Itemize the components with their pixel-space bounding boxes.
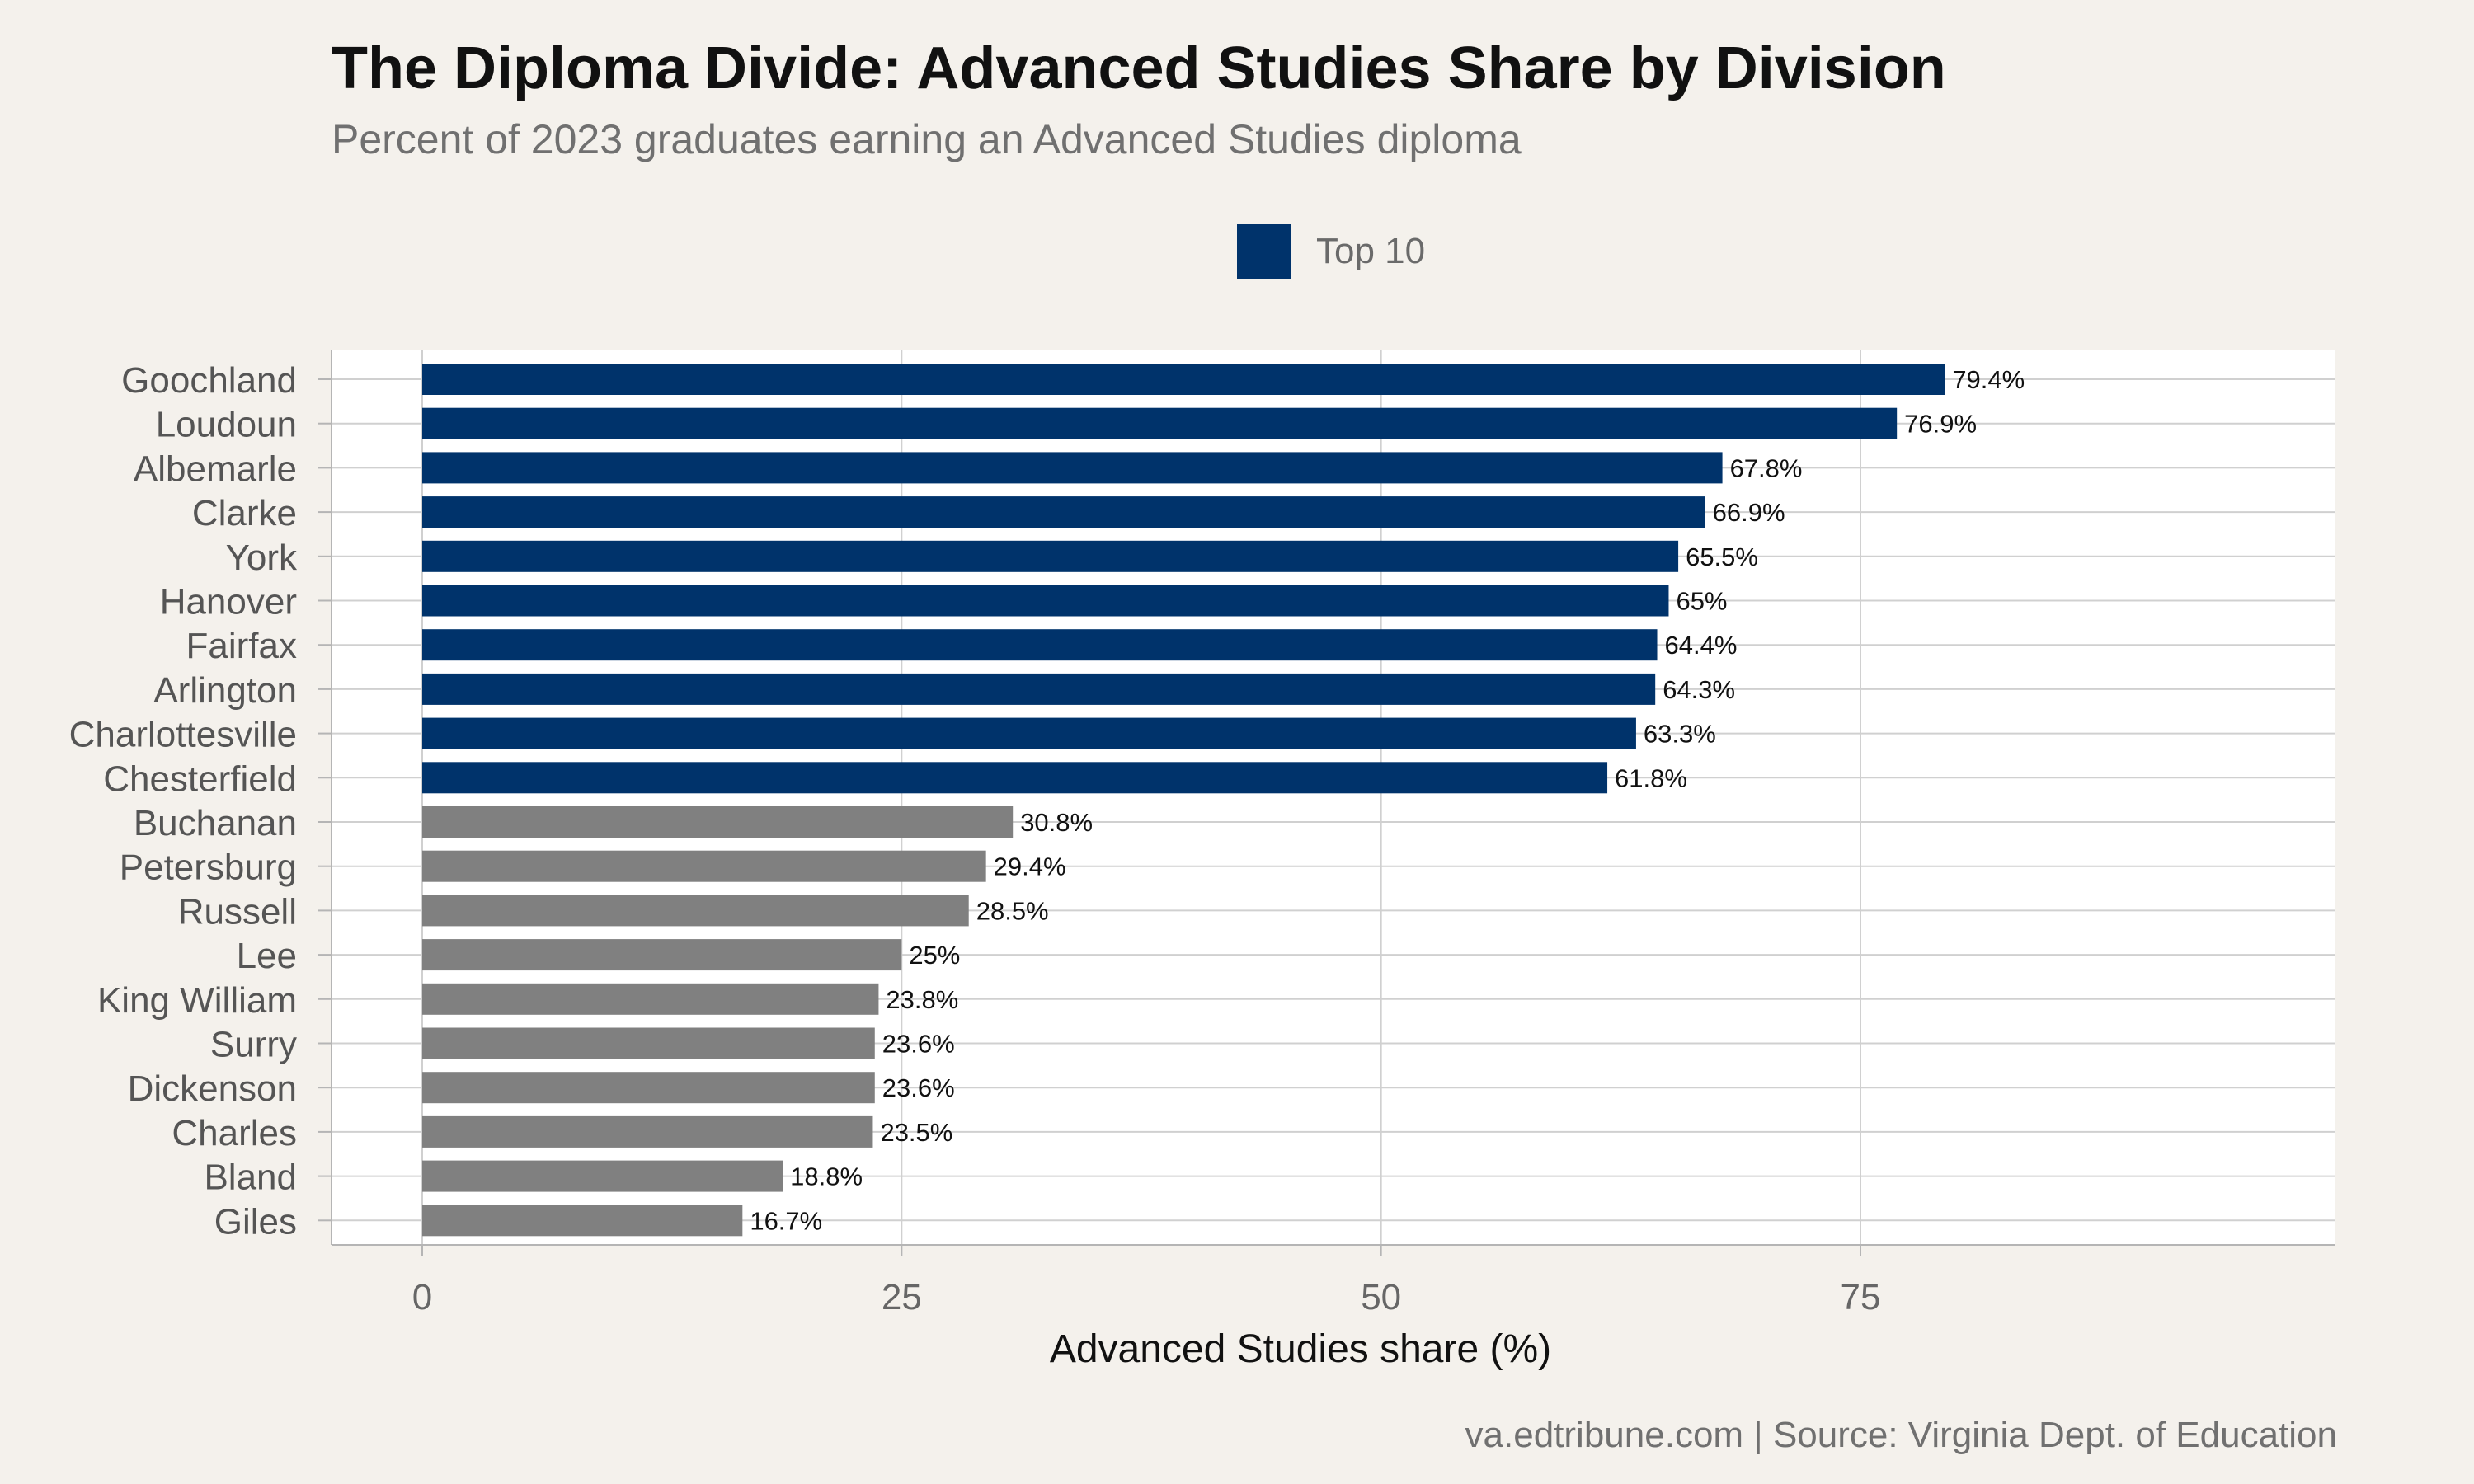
bar-york bbox=[422, 540, 1679, 572]
y-tick-label-giles: Giles bbox=[214, 1201, 297, 1242]
bar-chesterfield bbox=[422, 762, 1608, 794]
y-tick-label-york: York bbox=[226, 538, 298, 578]
y-tick-label-loudoun: Loudoun bbox=[156, 405, 297, 445]
source-caption: va.edtribune.com | Source: Virginia Dept… bbox=[1465, 1415, 2337, 1455]
y-tick-label-dickenson: Dickenson bbox=[128, 1068, 297, 1109]
y-tick-label-king-william: King William bbox=[97, 980, 297, 1021]
x-tick-label-50: 50 bbox=[1361, 1277, 1401, 1317]
bar-fairfax bbox=[422, 629, 1658, 661]
x-tick-label-25: 25 bbox=[882, 1277, 922, 1317]
legend-swatch-top10 bbox=[1237, 224, 1291, 279]
bar-loudoun bbox=[422, 407, 1898, 439]
y-tick-label-bland: Bland bbox=[204, 1158, 297, 1198]
legend: Top 10 bbox=[1237, 223, 1425, 280]
y-tick-label-buchanan: Buchanan bbox=[134, 803, 297, 843]
bar-label-bland: 18.8% bbox=[790, 1162, 863, 1191]
bar-label-russell: 28.5% bbox=[976, 896, 1049, 925]
chart-title: The Diploma Divide: Advanced Studies Sha… bbox=[332, 35, 1946, 101]
plot-panel bbox=[332, 350, 2335, 1245]
bar-king-william bbox=[422, 983, 879, 1015]
y-tick-label-surry: Surry bbox=[210, 1025, 297, 1065]
bar-hanover bbox=[422, 585, 1669, 617]
bar-label-hanover: 65% bbox=[1676, 587, 1727, 616]
bar-label-dickenson: 23.6% bbox=[882, 1073, 955, 1102]
y-tick-label-arlington: Arlington bbox=[153, 670, 297, 711]
y-tick-label-charlottesville: Charlottesville bbox=[69, 715, 297, 755]
bar-charlottesville bbox=[422, 717, 1636, 749]
bars bbox=[422, 364, 1945, 1237]
bar-charles bbox=[422, 1115, 873, 1148]
bar-label-york: 65.5% bbox=[1686, 542, 1758, 571]
x-tick-label-75: 75 bbox=[1841, 1277, 1881, 1317]
chart-subtitle: Percent of 2023 graduates earning an Adv… bbox=[332, 116, 1522, 162]
y-tick-label-lee: Lee bbox=[237, 936, 297, 976]
x-axis-labels: 0 25 50 75 bbox=[412, 1245, 1881, 1317]
bar-label-king-william: 23.8% bbox=[886, 985, 958, 1014]
bar-label-chesterfield: 61.8% bbox=[1615, 763, 1687, 792]
x-axis-title: Advanced Studies share (%) bbox=[1050, 1327, 1551, 1371]
x-tick-label-0: 0 bbox=[412, 1277, 432, 1317]
bar-label-giles: 16.7% bbox=[750, 1206, 822, 1235]
bar-bland bbox=[422, 1160, 783, 1192]
bar-giles bbox=[422, 1205, 743, 1237]
bar-dickenson bbox=[422, 1072, 875, 1104]
bar-arlington bbox=[422, 673, 1656, 705]
y-tick-label-albemarle: Albemarle bbox=[134, 448, 297, 489]
bar-goochland bbox=[422, 364, 1945, 395]
bar-lee bbox=[422, 939, 902, 971]
bar-label-lee: 25% bbox=[909, 941, 960, 970]
bar-label-albemarle: 67.8% bbox=[1730, 453, 1803, 482]
y-tick-label-goochland: Goochland bbox=[121, 360, 297, 401]
bar-label-charles: 23.5% bbox=[880, 1118, 952, 1147]
bar-label-surry: 23.6% bbox=[882, 1030, 955, 1059]
bar-label-clarke: 66.9% bbox=[1713, 498, 1785, 527]
bar-label-charlottesville: 63.3% bbox=[1644, 720, 1716, 749]
y-tick-label-chesterfield: Chesterfield bbox=[103, 758, 297, 799]
y-tick-label-fairfax: Fairfax bbox=[186, 626, 297, 666]
bar-label-goochland: 79.4% bbox=[1952, 365, 2025, 394]
bar-albemarle bbox=[422, 452, 1723, 484]
y-tick-label-hanover: Hanover bbox=[160, 582, 297, 622]
y-tick-label-russell: Russell bbox=[178, 891, 297, 932]
bar-russell bbox=[422, 895, 969, 927]
bar-buchanan bbox=[422, 806, 1014, 838]
bar-label-buchanan: 30.8% bbox=[1020, 808, 1093, 837]
bar-clarke bbox=[422, 496, 1705, 528]
legend-label-top10: Top 10 bbox=[1316, 231, 1426, 271]
bar-label-petersburg: 29.4% bbox=[994, 852, 1066, 881]
bar-label-arlington: 64.3% bbox=[1663, 675, 1735, 704]
bar-surry bbox=[422, 1027, 875, 1059]
y-tick-label-charles: Charles bbox=[172, 1113, 297, 1153]
bar-label-fairfax: 64.4% bbox=[1665, 631, 1738, 660]
bar-value-labels: 79.4% 76.9% 67.8% 66.9% 65.5% 65% 64.4% 64.3% 63… bbox=[750, 365, 2025, 1235]
bar-petersburg bbox=[422, 850, 986, 882]
y-tick-label-petersburg: Petersburg bbox=[120, 848, 297, 888]
y-tick-label-clarke: Clarke bbox=[192, 493, 297, 533]
bar-label-loudoun: 76.9% bbox=[1904, 410, 1977, 439]
